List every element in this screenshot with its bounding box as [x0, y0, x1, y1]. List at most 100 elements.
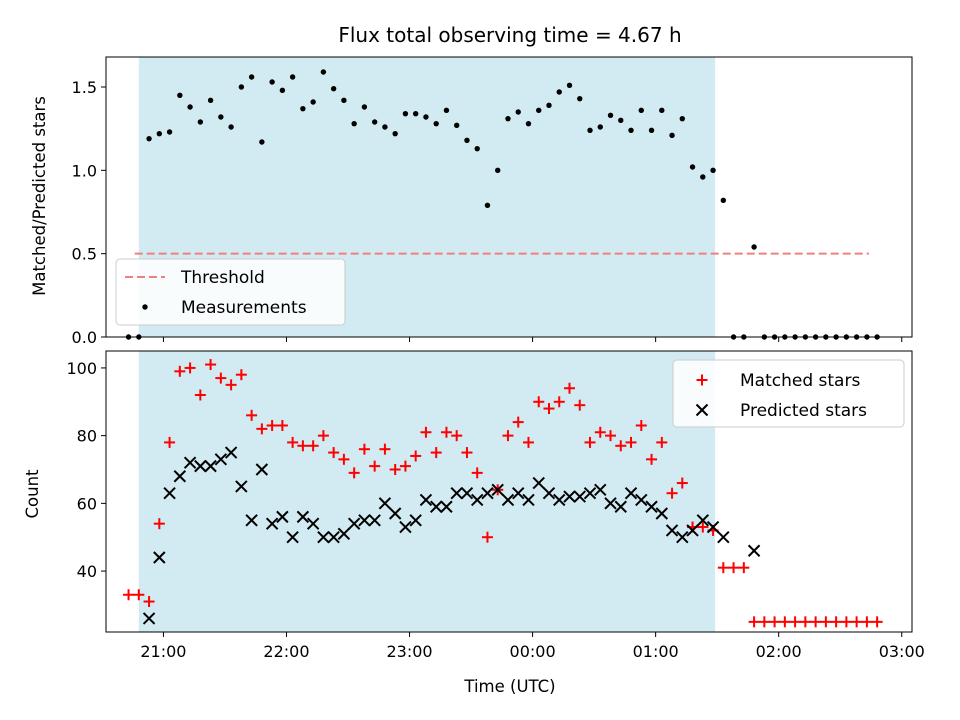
measurement-point [566, 82, 573, 89]
predicted-star-point [522, 493, 535, 507]
matched-star-point [615, 440, 627, 452]
y-tick-label: 1.5 [72, 78, 97, 97]
predicted-star-point [409, 514, 422, 527]
predicted-star-point [399, 520, 412, 534]
matched-star-point [666, 487, 678, 499]
matched-star-point [758, 616, 770, 628]
predicted-star-point [194, 459, 207, 473]
matched-star-point [594, 426, 606, 438]
matched-star-point [440, 426, 452, 438]
matched-star-point [317, 430, 329, 442]
measurement-point [700, 174, 706, 180]
predicted-star-point [255, 463, 269, 476]
x-tick-label: 22:00 [263, 642, 309, 661]
measurement-point [628, 127, 634, 134]
measurement-point [587, 127, 593, 134]
measurement-point [433, 120, 439, 127]
matched-star-point [338, 453, 350, 465]
y-tick-label: 60 [77, 494, 97, 513]
matched-star-point [481, 531, 493, 543]
top-y-axis-label: Matched/Predicted stars [30, 96, 49, 296]
predicted-star-point [594, 483, 607, 497]
measurement-point [279, 87, 286, 94]
matched-star-point [225, 379, 237, 391]
y-tick-label: 1.0 [72, 161, 97, 180]
predicted-star-point [245, 514, 258, 527]
measurement-point [669, 132, 675, 139]
y-tick-label: 80 [77, 427, 97, 446]
matched-star-point [205, 359, 217, 371]
measurement-point [474, 145, 480, 152]
bottom-panel: 40 60 80 100 21:00 22:00 23:00 00:00 01:00 02:00 0… [66, 350, 925, 661]
legend-predicted-label: Predicted stars [740, 401, 867, 421]
bottom-legend: Matched stars Predicted stars [672, 359, 905, 428]
measurement-point [402, 110, 409, 117]
predicted-star-point [491, 483, 504, 497]
measurement-point [495, 167, 501, 174]
matched-star-point [830, 616, 842, 628]
predicted-star-point [450, 486, 463, 500]
matched-star-point [738, 562, 750, 574]
measurement-point [515, 109, 521, 115]
matched-star-point [328, 447, 340, 459]
measurement-point [443, 107, 450, 114]
matched-star-point [184, 362, 196, 374]
predicted-star-point [142, 612, 156, 625]
matched-star-point [789, 616, 801, 628]
matched-star-point [420, 426, 432, 438]
measurement-point [464, 137, 470, 144]
legend-measurements-label: Measurements [181, 298, 307, 318]
matched-star-point [696, 374, 708, 386]
measurement-point [659, 107, 665, 114]
measurement-point [607, 112, 614, 119]
predicted-star-point [214, 453, 228, 466]
matched-star-point [143, 596, 155, 608]
predicted-star-point [429, 500, 443, 513]
matched-star-point [399, 460, 411, 472]
predicted-star-point [163, 486, 176, 500]
predicted-star-point [378, 497, 392, 510]
predicted-star-point [235, 480, 248, 493]
matched-star-point [471, 467, 483, 479]
matched-star-point [533, 396, 545, 408]
predicted-star-point [327, 530, 340, 544]
matched-star-point [605, 430, 617, 442]
matched-star-point [717, 562, 729, 574]
measurement-point [597, 124, 603, 130]
measurement-point [710, 167, 716, 174]
predicted-star-point [512, 486, 525, 500]
predicted-star-point [204, 459, 217, 473]
predicted-star-point [583, 486, 597, 500]
measurement-point [525, 120, 532, 127]
matched-star-point [769, 616, 781, 628]
x-tick-label: 23:00 [386, 642, 432, 661]
matched-star-point [697, 521, 709, 533]
predicted-star-point [553, 493, 566, 507]
legend-measurements-swatch [142, 304, 148, 310]
measurement-point [392, 130, 398, 137]
measurement-point [166, 129, 173, 135]
y-tick-label: 0.0 [72, 328, 97, 347]
matched-star-point [543, 403, 555, 415]
measurement-point [556, 89, 562, 95]
matched-star-point [799, 616, 811, 628]
matched-star-point [164, 436, 176, 448]
measurement-point [648, 127, 655, 134]
predicted-star-point [747, 544, 761, 557]
matched-star-point [246, 409, 258, 421]
predicted-star-point [614, 500, 627, 513]
y-tick-label: 100 [66, 359, 97, 378]
predicted-star-point [388, 507, 402, 520]
measurement-point [341, 97, 347, 104]
matched-star-point [266, 419, 278, 431]
legend-threshold-label: Threshold [180, 268, 265, 288]
matched-star-point [625, 436, 637, 448]
chart-title: Flux total observing time = 4.67 h [338, 23, 681, 47]
matched-star-point [153, 518, 165, 530]
predicted-star-point [440, 500, 453, 513]
x-tick-label: 21:00 [140, 642, 186, 661]
matched-star-point [502, 430, 514, 442]
matched-star-point [871, 616, 883, 628]
bottom-y-axis-label: Count [23, 469, 42, 519]
